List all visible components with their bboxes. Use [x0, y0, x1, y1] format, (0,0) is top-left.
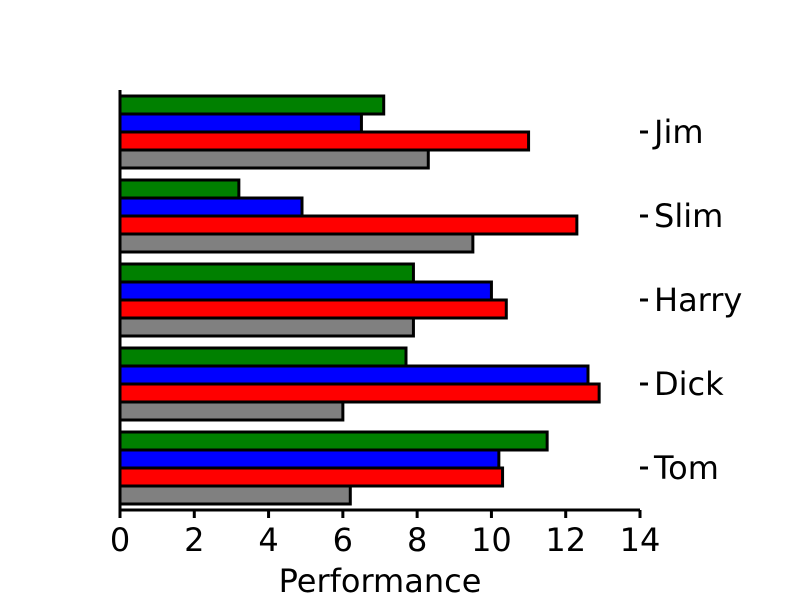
bar-tom-series-1	[118, 466, 505, 488]
x-tick-label-14: 14	[620, 521, 661, 559]
bar-tom-series-2	[118, 448, 501, 470]
category-label-harry: Harry	[654, 281, 742, 319]
bar-slim-series-2	[118, 196, 304, 218]
x-tick-label-6: 6	[333, 521, 353, 559]
bar-dick-series-3	[118, 346, 408, 368]
bar-dick-series-1	[118, 382, 601, 404]
bar-harry-series-2	[118, 280, 493, 302]
bar-dick-series-2	[118, 364, 590, 386]
bar-tom-series-3	[118, 430, 549, 452]
category-label-jim: Jim	[652, 113, 704, 151]
bar-slim-series-1	[118, 214, 579, 236]
bar-jim-series-1	[118, 130, 531, 152]
x-tick-label-2: 2	[184, 521, 204, 559]
bar-slim-series-3	[118, 178, 241, 200]
category-label-slim: Slim	[654, 197, 723, 235]
bars-group	[118, 94, 601, 506]
bar-tom-series-0	[118, 484, 352, 506]
bar-jim-series-3	[118, 94, 386, 116]
bar-harry-series-0	[118, 316, 415, 338]
x-tick-label-10: 10	[471, 521, 512, 559]
bar-jim-series-2	[118, 112, 363, 134]
bar-harry-series-1	[118, 298, 508, 320]
x-axis-ticks: 0 2 4 6 8 10 12 14	[110, 510, 661, 559]
bar-slim-series-0	[118, 232, 475, 254]
bar-dick-series-0	[118, 400, 345, 422]
bar-jim-series-0	[118, 148, 430, 170]
x-tick-label-4: 4	[258, 521, 278, 559]
category-ticks: Tom Dick Harry Slim Jim	[640, 113, 742, 487]
x-axis-label: Performance	[279, 562, 482, 600]
bar-harry-series-3	[118, 262, 415, 284]
x-tick-label-12: 12	[545, 521, 586, 559]
x-tick-label-8: 8	[407, 521, 427, 559]
category-label-dick: Dick	[654, 365, 724, 403]
x-tick-label-0: 0	[110, 521, 130, 559]
category-label-tom: Tom	[653, 449, 719, 487]
